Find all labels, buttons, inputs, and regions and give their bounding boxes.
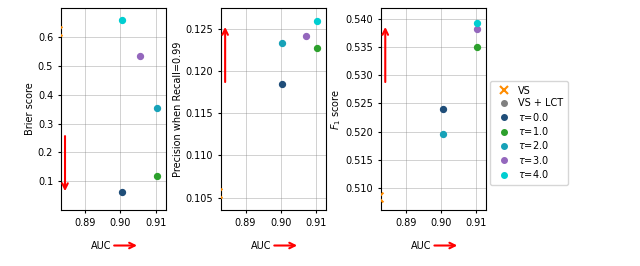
Point — [212, 191, 223, 196]
Text: AUC: AUC — [251, 240, 271, 251]
Point — [134, 54, 145, 58]
Point — [372, 195, 383, 199]
Point — [312, 18, 322, 23]
Point — [116, 190, 127, 194]
Point — [116, 18, 127, 22]
Y-axis label: $F_1$ score: $F_1$ score — [329, 88, 343, 130]
Legend: VS, VS + LCT, $\tau$=0.0, $\tau$=1.0, $\tau$=2.0, $\tau$=3.0, $\tau$=4.0: VS, VS + LCT, $\tau$=0.0, $\tau$=1.0, $\… — [490, 81, 568, 185]
Y-axis label: Precision when Recall=0.99: Precision when Recall=0.99 — [173, 41, 183, 177]
Point — [437, 132, 447, 136]
Point — [152, 106, 162, 110]
Text: AUC: AUC — [411, 240, 431, 251]
Point — [472, 21, 482, 25]
Point — [152, 174, 162, 178]
Point — [276, 41, 287, 45]
Point — [301, 34, 312, 38]
Point — [52, 29, 63, 33]
Point — [276, 82, 287, 86]
Text: AUC: AUC — [91, 240, 111, 251]
Point — [437, 107, 447, 111]
Y-axis label: Brier score: Brier score — [25, 83, 35, 135]
Point — [472, 45, 482, 49]
Point — [312, 45, 322, 50]
Point — [472, 27, 482, 31]
